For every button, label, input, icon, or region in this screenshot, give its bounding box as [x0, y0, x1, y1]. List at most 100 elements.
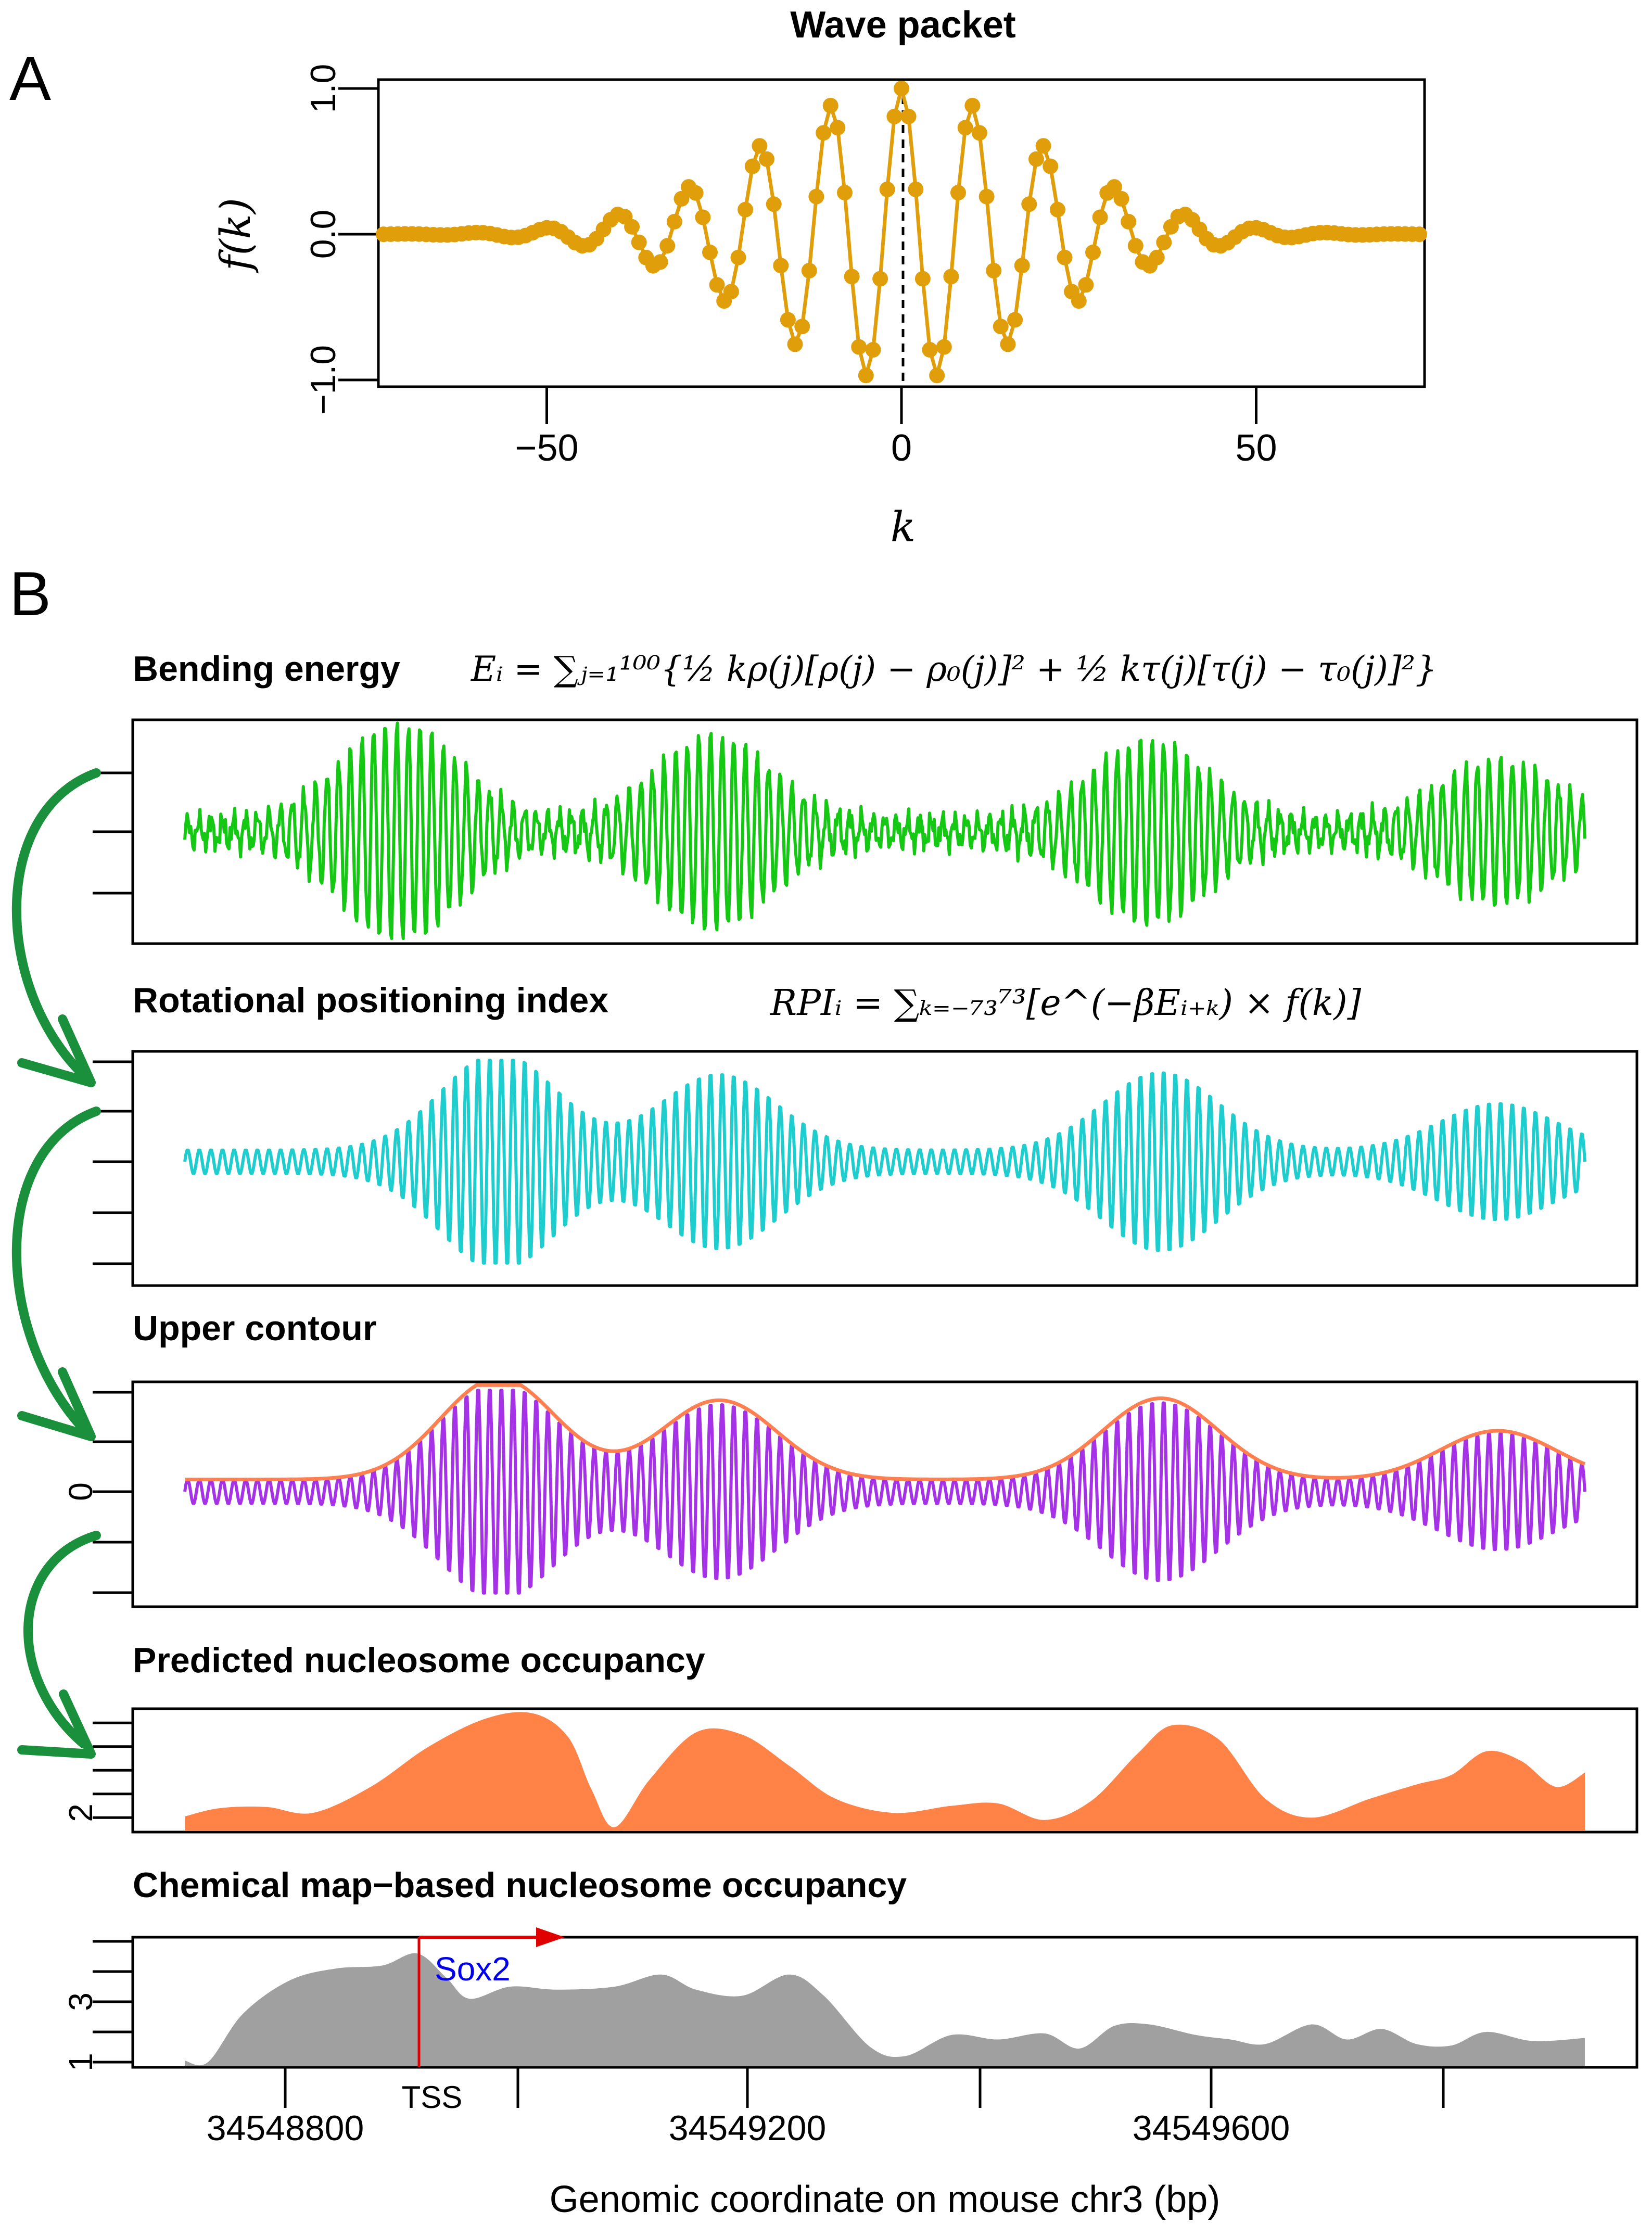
wave-packet-y-tick: 0.0 — [303, 210, 343, 259]
wave-packet-point — [673, 190, 690, 207]
wave-packet-point — [830, 120, 846, 136]
upper-contour-y-tick-0: 0 — [62, 1482, 99, 1501]
wave-packet-point — [666, 213, 682, 230]
upper-contour-oscillation — [183, 1389, 1586, 1595]
wave-packet-point — [894, 81, 909, 96]
wave-packet-point — [1085, 244, 1101, 260]
wave-packet-y-tick: 1.0 — [303, 64, 343, 113]
bending-energy-line — [183, 721, 1586, 940]
panel-label-a: A — [9, 44, 51, 113]
wave-packet-point — [872, 271, 888, 287]
wave-packet-point — [950, 185, 966, 201]
wave-packet-y-axis: 1.0 0.0 −1.0 — [303, 64, 380, 415]
wave-packet-point — [822, 97, 838, 113]
wave-packet-point — [865, 342, 881, 358]
rpi-formula: RPIᵢ = ∑ₖ₌₋₇₃⁷³[e^(−βEᵢ₊ₖ) × f(k)] — [769, 983, 1362, 1024]
wave-packet-x-axis: −50 0 50 — [515, 385, 1277, 469]
wave-packet-point — [780, 312, 796, 328]
wave-packet-point — [964, 97, 981, 113]
wave-packet-point — [816, 125, 832, 141]
wave-packet-point — [844, 269, 860, 285]
chem-x-tick-34549200: 34549200 — [669, 2108, 827, 2148]
chem-y-tick-1: 1 — [62, 2053, 99, 2071]
wave-packet-x-tick: −50 — [515, 427, 578, 469]
wave-packet-point — [766, 196, 782, 212]
wave-packet-point — [1035, 138, 1051, 154]
wave-packet-point — [631, 234, 647, 250]
bending-energy-title: Bending energy — [133, 649, 400, 689]
wave-packet-point — [1000, 336, 1016, 352]
wave-packet-point — [1049, 201, 1065, 218]
rpi-line — [183, 1059, 1586, 1265]
predicted-occupancy-y-tick-2: 2 — [62, 1803, 99, 1822]
wave-packet-y-label: f(k) — [211, 198, 260, 274]
wave-packet-point — [702, 244, 718, 260]
wave-packet-point — [979, 188, 995, 205]
wave-packet-point — [787, 336, 803, 352]
wave-packet-point — [1028, 151, 1044, 167]
wave-packet-point — [837, 185, 853, 201]
wave-packet-point — [1156, 234, 1172, 250]
chem-x-tick-34548800: 34548800 — [207, 2108, 364, 2148]
predicted-occupancy-chart: Predicted nucleosome occupancy 2 — [62, 1641, 1638, 1834]
wave-packet-point — [1121, 213, 1137, 230]
wave-packet-x-tick: 0 — [891, 427, 912, 469]
wave-packet-point — [709, 277, 725, 293]
wave-packet-point — [1021, 196, 1037, 212]
flow-arrows — [11, 768, 101, 1759]
rpi-plot-frame — [131, 1050, 1638, 1287]
wave-packet-title: Wave packet — [790, 4, 1016, 46]
wave-packet-point — [738, 201, 754, 218]
tss-arrowhead-icon — [536, 1927, 565, 1947]
bending-energy-y-ticks — [93, 771, 133, 895]
wave-packet-y-tick: −1.0 — [303, 345, 343, 415]
wave-packet-point — [922, 342, 938, 358]
wave-packet-point — [759, 151, 774, 167]
wave-packet-point — [851, 339, 867, 355]
wave-packet-point — [744, 158, 760, 174]
wave-packet-point — [900, 108, 917, 124]
wave-packet-point — [908, 181, 924, 197]
wave-packet-point — [794, 319, 810, 335]
wave-packet-point — [752, 138, 768, 154]
wave-packet-point — [1149, 249, 1165, 265]
predicted-occupancy-title: Predicted nucleosome occupancy — [133, 1641, 705, 1680]
wave-packet-point — [1071, 293, 1087, 309]
wave-packet-point — [858, 367, 874, 384]
gene-label-sox2: Sox2 — [435, 1950, 511, 1988]
chemical-occupancy-chart: Chemical map−based nucleosome occupancy … — [62, 1865, 1638, 2220]
wave-packet-point — [914, 271, 931, 287]
rpi-title: Rotational positioning index — [133, 981, 608, 1020]
chemical-occupancy-area — [185, 1953, 1585, 2066]
wave-packet-point — [971, 125, 987, 141]
bending-energy-formula: Eᵢ = ∑ⱼ₌₁¹⁰⁰{½ kρ(j)[ρ(j) − ρ₀(j)]² + ½ … — [471, 649, 1437, 689]
wave-packet-point — [1412, 226, 1427, 243]
wave-packet-point — [936, 339, 952, 355]
wave-packet-point — [624, 219, 640, 235]
predicted-occupancy-area — [185, 1712, 1585, 1831]
chemical-occupancy-y-axis: 1 3 — [62, 1940, 133, 2071]
wave-packet-point — [659, 238, 676, 254]
chem-x-tick-34549600: 34549600 — [1133, 2108, 1290, 2148]
wave-packet-point — [1113, 190, 1129, 207]
wave-packet-point — [1127, 238, 1143, 254]
wave-packet-point — [688, 185, 704, 201]
bending-energy-chart: Bending energy Eᵢ = ∑ⱼ₌₁¹⁰⁰{½ kρ(j)[ρ(j)… — [93, 649, 1638, 945]
wave-packet-point — [993, 319, 1009, 335]
wave-packet-point — [943, 269, 959, 285]
wave-packet-point — [1092, 209, 1108, 225]
wave-packet-chart: Wave packet 1.0 0.0 −1.0 −50 0 50 k f(k) — [211, 4, 1427, 551]
upper-contour-chart: Upper contour 0 — [62, 1308, 1638, 1608]
wave-packet-point — [808, 188, 824, 205]
wave-packet-point — [723, 284, 739, 300]
upper-contour-y-ticks — [93, 1391, 133, 1594]
flow-arrow-2-icon — [11, 1107, 101, 1433]
wave-packet-point — [957, 120, 973, 136]
wave-packet-point — [801, 263, 817, 278]
flow-arrow-3-head-icon — [17, 1689, 96, 1759]
wave-packet-point — [1106, 179, 1122, 195]
wave-packet-point — [652, 254, 668, 270]
upper-contour-title: Upper contour — [133, 1308, 376, 1348]
chemical-occupancy-title: Chemical map−based nucleosome occupancy — [133, 1865, 907, 1905]
wave-packet-point — [879, 181, 895, 197]
